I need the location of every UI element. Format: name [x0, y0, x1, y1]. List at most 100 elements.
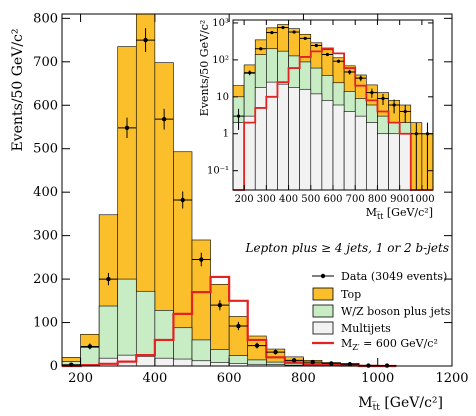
legend-label-data: Data (3049 events) [341, 270, 447, 283]
inset-xtick-label-300: 300 [257, 194, 276, 205]
inset-ytick-label-2: 10 [216, 92, 229, 103]
inset-data-point-0 [236, 114, 241, 118]
main-data-point-7 [199, 257, 204, 262]
inset-data-point-11 [359, 76, 363, 80]
x-axis-label-main: M [358, 395, 372, 411]
inset-bar-multijets-6 [299, 88, 312, 191]
main-plot-frame [61, 13, 453, 367]
legend-label-multijets: Multijets [341, 322, 391, 335]
inset-signal-path [233, 47, 433, 191]
main-signal-path [62, 275, 397, 368]
main-data-point-3 [124, 125, 130, 131]
main-bar-w-z-boson-plus-jets-2 [98, 305, 119, 367]
legend-entry-signal: MZ′ = 600 GeV/c² [312, 337, 438, 352]
main-ytick-label-5: 500 [33, 142, 58, 157]
inset-xtick-label-900: 900 [390, 194, 409, 205]
main-ytick-label-7: 700 [33, 55, 58, 70]
main-data-point-13 [310, 359, 315, 365]
inset-data-point-8 [325, 52, 330, 57]
inset-bar-multijets-9 [332, 104, 345, 191]
x-axis-label-unit: [GeV/c²] [380, 395, 443, 411]
inset-x-axis-label-sub: t̅t [376, 211, 384, 221]
legend-label-top: Top [341, 288, 361, 301]
main-data-point-1 [87, 344, 93, 349]
inset-ytick-label-1: 1 [223, 129, 229, 140]
main-ytick-label-1: 100 [33, 316, 58, 331]
inset-bar-multijets-4 [277, 83, 289, 191]
inset-ytick-label-0: 10⁻¹ [207, 166, 229, 177]
main-data-point-11 [273, 349, 278, 355]
legend-swatch-multijets [312, 321, 334, 335]
main-data-point-2 [106, 276, 111, 282]
legend-swatch-wz [312, 304, 334, 318]
main-data-points [62, 28, 397, 368]
main-bar-multijets-7 [191, 360, 211, 367]
inset-bar-multijets-3 [266, 81, 278, 191]
main-bar-multijets-8 [210, 362, 230, 367]
main-bar-multijets-4 [135, 356, 156, 367]
main-data-point-6 [180, 197, 185, 203]
main-xtick-label-400: 400 [142, 371, 167, 386]
legend-entry-top: Top [312, 287, 361, 301]
inset-xtick-label-800: 800 [368, 194, 387, 205]
inset-data-point-2 [259, 47, 263, 51]
main-xtick-label-1000: 1000 [361, 371, 394, 386]
main-ytick-label-8: 800 [33, 11, 58, 26]
inset-axes: 200 300 400 500 600 700 800 900 1000 10⁻¹ 1 10 10² 10… [207, 18, 435, 205]
main-data-point-4 [143, 37, 148, 43]
legend-entry-data: Data (3049 events) [312, 270, 447, 283]
inset-xtick-label-500: 500 [301, 194, 320, 205]
y-axis-label: Events/50 GeV/c² [10, 29, 26, 152]
inset-xtick-label-600: 600 [323, 194, 342, 205]
x-axis-label-sub: t̅t [371, 401, 380, 413]
main-xtick-label-1200: 1200 [435, 371, 468, 386]
main-ytick-label-0: 0 [50, 359, 58, 374]
inset-bar-multijets-12 [366, 122, 378, 191]
inset-data-point-10 [348, 70, 352, 74]
legend-label-signal-rest: = 600 GeV/c² [360, 337, 438, 350]
legend-entry-multijets: Multijets [312, 321, 391, 335]
legend-label-signal-main: M [341, 337, 352, 350]
main-data-point-10 [254, 343, 260, 348]
inset-bar-multijets-2 [254, 87, 267, 191]
inset-data-point-3 [270, 30, 274, 35]
inset-ytick-label-4: 10³ [212, 18, 229, 29]
inset-signal-line [233, 47, 433, 191]
inset-data-point-13 [381, 96, 385, 101]
inset-y-axis-label: Events/50 GeV/c² [198, 20, 211, 117]
inset-x-axis-label-unit: [GeV/c²] [383, 206, 433, 219]
inset-data-point-1 [248, 71, 252, 75]
main-signal-line [62, 275, 397, 368]
main-xtick-label-800: 800 [291, 371, 316, 386]
inset-bar-multijets-10 [343, 111, 356, 191]
inset-bar-multijets-8 [321, 100, 334, 191]
inset-data-point-12 [370, 90, 374, 95]
inset-data-point-15 [403, 109, 407, 114]
main-xtick-label-600: 600 [217, 371, 242, 386]
main-bar-multijets-5 [154, 357, 174, 367]
inset-data-point-5 [292, 30, 296, 34]
main-xtick-label-200: 200 [68, 371, 93, 386]
legend-label-signal-sub: Z′ [352, 343, 360, 352]
inset-data-point-9 [336, 59, 341, 63]
main-ytick-label-6: 600 [33, 98, 58, 113]
main-bar-multijets-6 [173, 358, 193, 367]
legend-swatch-top [312, 287, 334, 301]
main-bar-w-z-boson-plus-jets-1 [80, 347, 100, 367]
inset-data-point-4 [281, 25, 285, 30]
main-data-point-12 [291, 358, 297, 363]
inset-stack-bars [232, 24, 434, 191]
inset-bar-multijets-5 [288, 87, 300, 191]
main-axes: 200 400 600 800 1000 120001002003004005006007… [33, 11, 468, 386]
legend-label-signal: MZ′ = 600 GeV/c² [341, 337, 438, 352]
inset-data-points [233, 25, 433, 190]
inset-x-axis-label-main: M [366, 206, 377, 219]
legend: Data (3049 events) Top W/Z boson plus je… [312, 270, 451, 352]
main-data-point-15 [347, 362, 353, 367]
inset-bar-multijets-14 [388, 133, 400, 191]
inset-xtick-label-700: 700 [346, 194, 365, 205]
inset-data-point-14 [392, 103, 396, 107]
inset-bar-multijets-13 [377, 133, 389, 191]
